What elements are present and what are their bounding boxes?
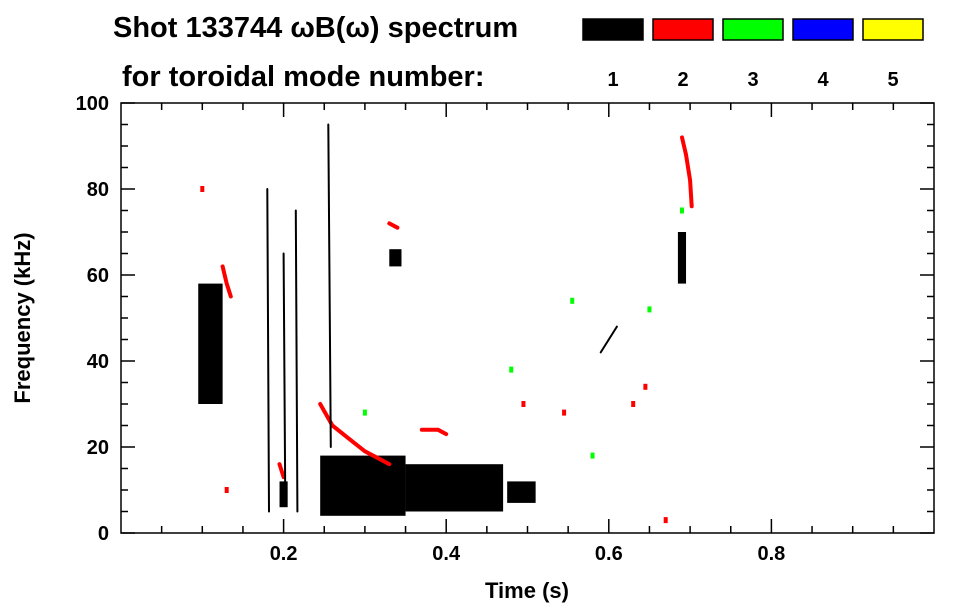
title-line1: Shot 133744 ωB(ω) spectrum <box>113 12 518 44</box>
y-tick-label: 60 <box>87 265 109 287</box>
mode-trace-n2 <box>277 462 286 480</box>
mode-point-n2 <box>200 186 205 192</box>
x-tick-label: 0.4 <box>432 543 461 565</box>
spectrum-region-n1 <box>507 481 536 503</box>
mode-point-n2 <box>224 487 229 493</box>
mode-trace-n1 <box>327 123 332 448</box>
spectrum-region-n1 <box>405 464 504 512</box>
y-tick-label: 20 <box>87 437 109 459</box>
x-tick-label: 0.8 <box>757 543 785 565</box>
mode-trace-n2 <box>387 221 400 230</box>
plot-frame <box>120 102 935 534</box>
mode-point-n3 <box>647 306 652 313</box>
mode-point-n2 <box>663 517 668 524</box>
mode-trace-n1 <box>294 209 299 513</box>
x-tick-label: 0.2 <box>270 543 298 565</box>
y-tick-label: 40 <box>87 351 109 373</box>
mode-point-n2 <box>631 401 636 407</box>
mode-point-n2 <box>562 409 567 416</box>
legend-label-1: 1 <box>607 69 618 91</box>
legend-label-4: 4 <box>817 69 829 91</box>
mode-point-n3 <box>590 452 595 459</box>
mode-point-n2 <box>643 383 648 390</box>
spectrum-region-n1 <box>279 481 288 508</box>
legend-swatch-3 <box>722 18 784 41</box>
mode-trace-n2 <box>220 264 233 299</box>
legend-label-5: 5 <box>887 69 898 91</box>
mode-trace-n1 <box>599 325 618 354</box>
plot-area <box>198 123 694 524</box>
y-axis-title: Frequency (kHz) <box>10 232 35 403</box>
legend-swatch-1 <box>582 18 644 41</box>
spectrum-region-n1 <box>320 455 406 516</box>
mode-point-n3 <box>679 207 684 214</box>
legend-label-2: 2 <box>677 69 688 91</box>
mode-point-n3 <box>362 409 367 416</box>
x-axis-title: Time (s) <box>485 578 569 603</box>
legend-swatch-2 <box>652 18 714 41</box>
y-tick-label: 80 <box>87 179 109 201</box>
y-tick-label: 100 <box>76 93 109 115</box>
legend-swatch-4 <box>792 18 854 41</box>
x-tick-label: 0.6 <box>595 543 623 565</box>
spectrum-region-n1 <box>677 232 687 284</box>
spectrum-region-n1 <box>202 296 219 361</box>
mode-point-n3 <box>509 366 514 373</box>
legend: 1 2 3 4 5 <box>582 18 924 91</box>
spectrum-region-n1 <box>389 249 402 267</box>
legend-swatch-5 <box>862 18 924 41</box>
title-line2: for toroidal mode number: <box>122 61 485 93</box>
mode-point-n3 <box>570 297 575 304</box>
mode-trace-n1 <box>266 188 270 513</box>
axes: 0.2 0.4 0.6 0.8 0 20 40 60 80 100 <box>76 93 934 565</box>
mode-point-n2 <box>521 401 526 407</box>
mode-trace-n1 <box>282 252 287 491</box>
mode-trace-n2 <box>680 135 694 209</box>
legend-label-3: 3 <box>747 69 758 91</box>
mode-trace-n2 <box>419 427 449 437</box>
y-tick-label: 0 <box>98 523 109 545</box>
